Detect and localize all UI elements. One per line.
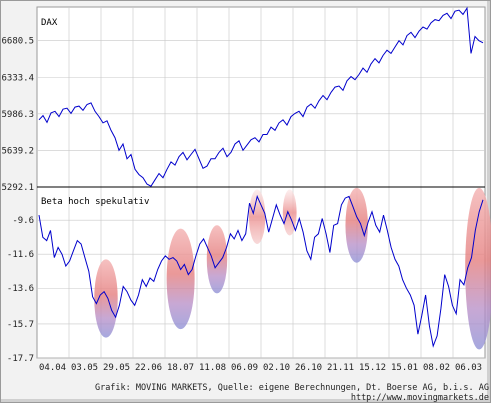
dax-y-ticks: 6680.5 6333.4 5986.3 5639.2 5292.1 (1, 37, 34, 193)
x-date-label: 29.05 (103, 363, 130, 373)
x-date-ticks: 04.04 03.05 29.05 22.06 18.07 11.08 06.09 02.10… (39, 363, 482, 373)
dax-title: DAX (41, 18, 58, 28)
beta-y-tick-label: -11.6 (7, 250, 34, 260)
x-date-label: 03.05 (71, 363, 98, 373)
x-date-label: 22.06 (135, 363, 162, 373)
highlight-ellipse (166, 228, 195, 330)
highlight-ellipse (94, 259, 118, 338)
beta-y-tick-label: -13.6 (7, 284, 34, 294)
beta-y-ticks: -9.6 -11.6 -13.6 -15.7 -17.7 (7, 216, 34, 364)
beta-title: Beta hoch spekulativ (41, 197, 149, 207)
dax-series-line (38, 6, 484, 187)
dax-y-tick-label: 6333.4 (1, 73, 34, 83)
dax-y-tick-label: 5292.1 (1, 183, 34, 193)
x-date-label: 21.11 (327, 363, 354, 373)
x-date-label: 26.10 (295, 363, 322, 373)
x-date-label: 18.07 (167, 363, 194, 373)
highlight-ellipse (206, 225, 228, 294)
highlight-ellipse (465, 187, 491, 350)
dax-y-tick-label: 5639.2 (1, 146, 34, 156)
x-date-label: 08.02 (423, 363, 450, 373)
x-date-label: 15.12 (359, 363, 386, 373)
beta-y-tick-label: -15.7 (7, 320, 34, 330)
dax-y-tick-label: 5986.3 (1, 110, 34, 120)
dax-y-tick-label: 6680.5 (1, 37, 34, 47)
highlight-ellipse (345, 187, 368, 263)
x-date-label: 06.09 (231, 363, 258, 373)
highlight-ellipses (94, 187, 491, 350)
x-date-label: 06.03 (455, 363, 482, 373)
beta-series-line (38, 194, 484, 348)
x-date-label: 04.04 (39, 363, 66, 373)
footer-source: Grafik: MOVING MARKETS, Quelle: eigene B… (95, 383, 489, 393)
x-date-label: 02.10 (263, 363, 290, 373)
beta-y-tick-label: -9.6 (12, 216, 34, 226)
x-date-label: 11.08 (199, 363, 226, 373)
beta-y-tick-label: -17.7 (7, 354, 34, 364)
footer-url: http://www.movingmarkets.de (351, 393, 489, 403)
x-date-label: 15.01 (391, 363, 418, 373)
highlight-ellipse (249, 189, 266, 244)
